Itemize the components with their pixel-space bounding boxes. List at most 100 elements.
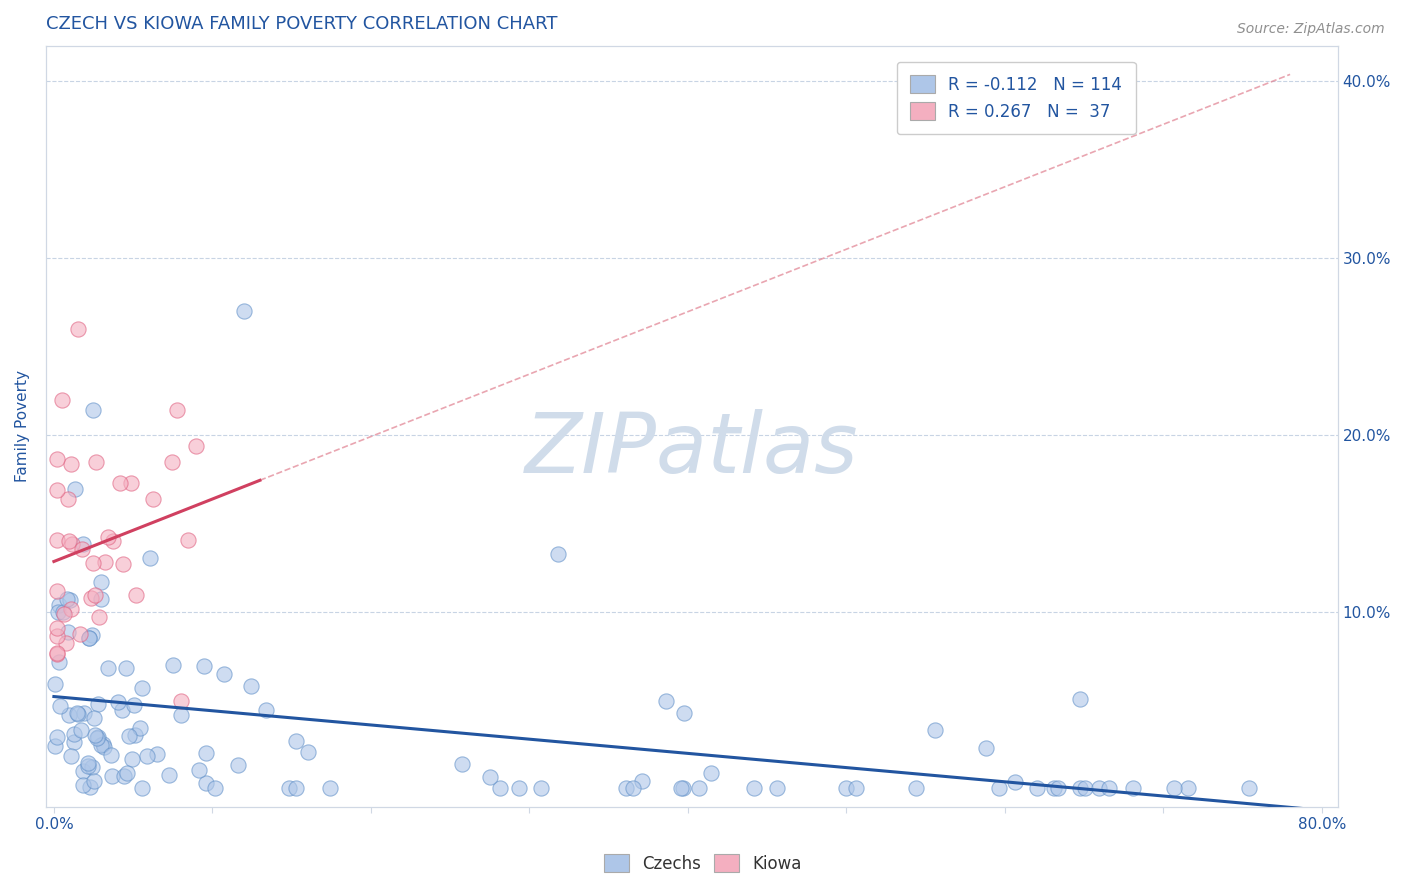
Point <box>84 728 107 742</box>
Point <box>83 588 105 602</box>
Point <box>82 556 104 570</box>
Point <box>84 455 107 469</box>
Point <box>284 734 307 748</box>
Point <box>672 706 695 721</box>
Point <box>49 699 72 714</box>
Point <box>924 723 946 737</box>
Point <box>204 780 226 795</box>
Point <box>46 621 69 635</box>
Point <box>52 607 75 622</box>
Point <box>614 780 637 795</box>
Point <box>170 707 193 722</box>
Legend: Czechs, Kiowa: Czechs, Kiowa <box>598 847 808 880</box>
Point <box>131 681 153 695</box>
Point <box>278 780 301 795</box>
Point <box>48 655 70 669</box>
Point <box>118 730 141 744</box>
Point <box>131 780 153 795</box>
Point <box>319 780 342 795</box>
Point <box>83 711 105 725</box>
Point <box>1098 780 1121 795</box>
Point <box>70 542 93 557</box>
Point <box>82 403 104 417</box>
Y-axis label: Family Poverty: Family Poverty <box>15 370 30 483</box>
Point <box>46 483 69 497</box>
Point <box>188 763 211 777</box>
Point <box>46 730 69 744</box>
Point <box>128 721 150 735</box>
Point <box>90 739 112 753</box>
Point <box>1043 780 1066 795</box>
Point <box>55 636 77 650</box>
Point <box>46 646 69 660</box>
Point <box>46 629 69 643</box>
Point <box>284 780 307 795</box>
Point <box>170 694 193 708</box>
Point <box>111 703 134 717</box>
Legend: R = -0.112   N = 114, R = 0.267   N =  37: R = -0.112 N = 114, R = 0.267 N = 37 <box>897 62 1136 134</box>
Point <box>162 657 184 672</box>
Text: ZIPatlas: ZIPatlas <box>524 409 859 490</box>
Point <box>226 757 249 772</box>
Point <box>77 632 100 646</box>
Point <box>125 589 148 603</box>
Point <box>987 780 1010 795</box>
Point <box>90 591 112 606</box>
Point <box>73 706 96 721</box>
Point <box>48 598 70 612</box>
Point <box>1004 775 1026 789</box>
Point <box>1069 780 1091 795</box>
Point <box>91 737 114 751</box>
Point <box>845 780 868 795</box>
Point <box>176 533 198 547</box>
Point <box>97 530 120 544</box>
Point <box>240 679 263 693</box>
Point <box>101 768 124 782</box>
Point <box>72 764 94 779</box>
Point <box>70 723 93 738</box>
Point <box>166 403 188 417</box>
Point <box>87 609 110 624</box>
Point <box>508 780 530 795</box>
Point <box>193 658 215 673</box>
Point <box>72 779 94 793</box>
Point <box>87 698 110 712</box>
Point <box>46 605 69 619</box>
Point <box>66 706 89 720</box>
Point <box>59 602 82 616</box>
Point <box>630 774 652 789</box>
Text: Source: ZipAtlas.com: Source: ZipAtlas.com <box>1237 22 1385 37</box>
Point <box>254 703 277 717</box>
Point <box>66 707 89 722</box>
Point <box>655 694 678 708</box>
Point <box>62 735 84 749</box>
Point <box>489 780 512 795</box>
Point <box>76 756 98 770</box>
Point <box>160 455 183 469</box>
Point <box>63 727 86 741</box>
Point <box>194 746 217 760</box>
Point <box>547 547 569 561</box>
Point <box>186 439 208 453</box>
Point <box>765 780 787 795</box>
Point <box>124 728 146 742</box>
Point <box>72 537 94 551</box>
Point <box>69 626 91 640</box>
Point <box>195 776 218 790</box>
Point <box>55 592 77 607</box>
Point <box>1177 780 1199 795</box>
Point <box>80 628 103 642</box>
Point <box>142 491 165 506</box>
Point <box>60 457 83 471</box>
Point <box>212 667 235 681</box>
Point <box>699 765 721 780</box>
Point <box>100 748 122 763</box>
Point <box>1047 780 1070 795</box>
Point <box>157 768 180 782</box>
Point <box>110 476 132 491</box>
Point <box>46 533 69 547</box>
Text: CZECH VS KIOWA FAMILY POVERTY CORRELATION CHART: CZECH VS KIOWA FAMILY POVERTY CORRELATIO… <box>46 15 557 33</box>
Point <box>107 695 129 709</box>
Point <box>101 534 124 549</box>
Point <box>120 476 142 491</box>
